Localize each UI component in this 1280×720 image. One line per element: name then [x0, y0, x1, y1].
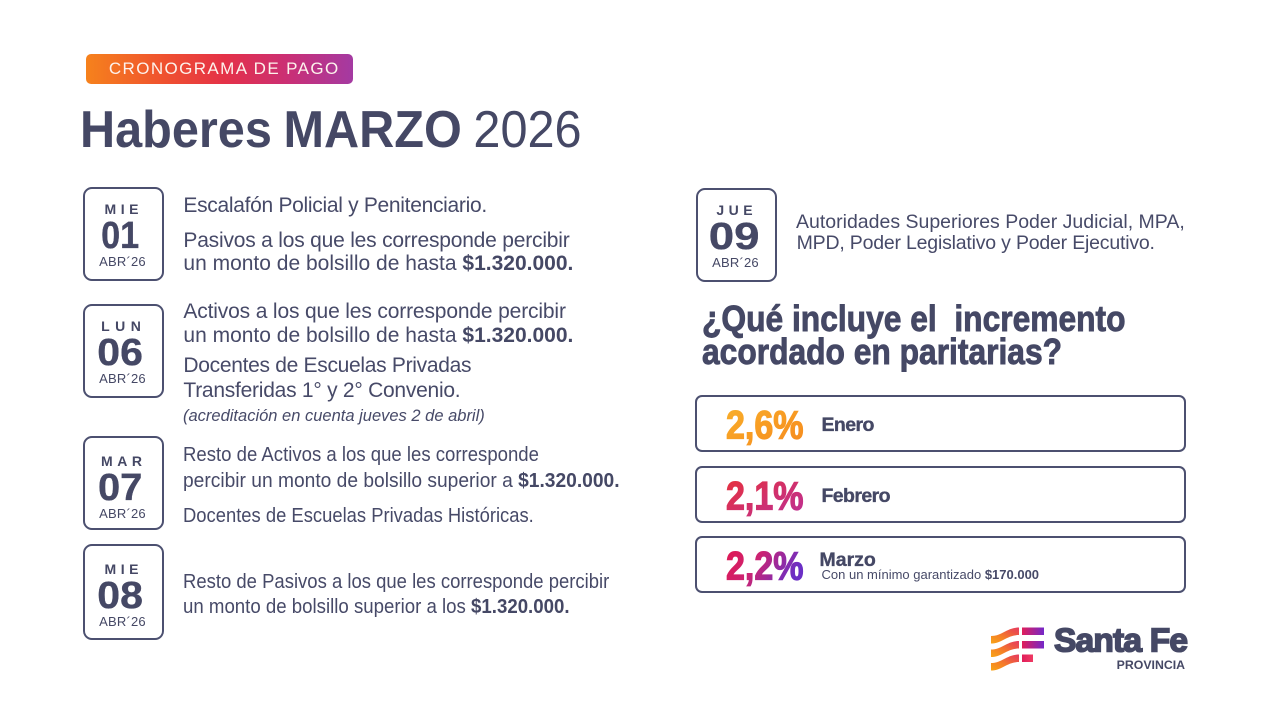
svg-text:PROVINCIA: PROVINCIA: [1117, 658, 1185, 672]
svg-text:2,1%: 2,1%: [726, 473, 803, 518]
svg-text:Santa Fe: Santa Fe: [1054, 625, 1187, 659]
svg-text:2,6%: 2,6%: [726, 402, 803, 447]
svg-text:2,2%: 2,2%: [726, 543, 803, 588]
